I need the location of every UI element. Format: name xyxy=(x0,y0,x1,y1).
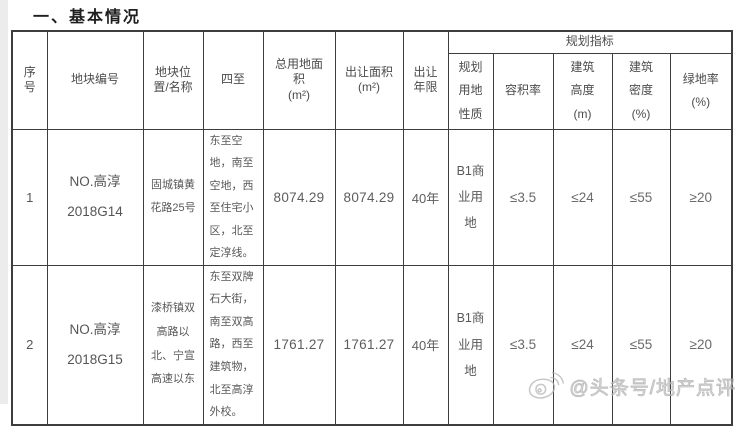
land-parcel-table: 序 号 地块编号 地块位 置/名称 四至 总用地面 积 (m²) 出让面积 (m… xyxy=(11,30,733,426)
col-header-boundaries: 四至 xyxy=(202,30,264,130)
cell-parcel-code: NO.高淳2018G15 xyxy=(46,264,144,426)
cell-term: 40年 xyxy=(402,128,449,266)
col-header-land-use: 规划 用地 性质 xyxy=(447,52,494,130)
cell-serial: 2 xyxy=(11,264,48,426)
section-title: 一、基本情况 xyxy=(33,9,142,26)
cell-boundaries: 东至双牌石大街，南至双高路，西至建筑物，北至高淳外校。 xyxy=(202,264,264,426)
cell-building-density: ≤55 xyxy=(611,128,671,266)
cell-building-height: ≤24 xyxy=(552,264,613,426)
col-header-green-ratio: 绿地率 (%) xyxy=(669,52,733,130)
col-header-location: 地块位 置/名称 xyxy=(142,30,204,130)
col-header-parcel-code: 地块编号 xyxy=(46,30,144,130)
cell-term: 40年 xyxy=(402,264,449,426)
col-header-building-density: 建筑 密度 (%) xyxy=(611,52,671,130)
col-header-total-area: 总用地面 积 (m²) xyxy=(262,30,336,130)
col-header-term: 出让 年限 xyxy=(402,30,449,130)
cell-parcel-code: NO.高淳2018G14 xyxy=(46,128,144,266)
col-header-transfer-area: 出让面积 (m²) xyxy=(334,30,404,130)
cell-building-height: ≤24 xyxy=(552,128,613,266)
cell-total-area: 1761.27 xyxy=(262,264,336,426)
cell-transfer-area: 8074.29 xyxy=(334,128,404,266)
cell-building-density: ≤55 xyxy=(611,264,671,426)
cell-green-ratio: ≥20 xyxy=(669,264,733,426)
col-header-serial: 序 号 xyxy=(11,30,48,130)
cell-location: 固城镇黄花路25号 xyxy=(142,128,204,266)
cell-plot-ratio: ≤3.5 xyxy=(492,264,554,426)
cell-plot-ratio: ≤3.5 xyxy=(492,128,554,266)
cell-location: 漆桥镇双高路以北、宁宣高速以东 xyxy=(142,264,204,426)
cell-land-use: B1商业用地 xyxy=(447,128,494,266)
page-edge-strip xyxy=(0,0,8,404)
col-header-planning-indicators: 规划指标 xyxy=(447,30,733,54)
table-row: 1 NO.高淳2018G14 固城镇黄花路25号 东至空地，南至空地，西至住宅小… xyxy=(11,128,733,266)
cell-total-area: 8074.29 xyxy=(262,128,336,266)
header-row-top: 序 号 地块编号 地块位 置/名称 四至 总用地面 积 (m²) 出让面积 (m… xyxy=(11,30,733,130)
cell-land-use: B1商业用地 xyxy=(447,264,494,426)
header-row-sub: 规划 用地 性质 容积率 建筑 高度 (m) 建筑 密度 (%) 绿地率 (%) xyxy=(12,52,733,130)
col-header-building-height: 建筑 高度 (m) xyxy=(552,52,613,130)
cell-transfer-area: 1761.27 xyxy=(334,264,404,426)
table-row: 2 NO.高淳2018G15 漆桥镇双高路以北、宁宣高速以东 东至双牌石大街，南… xyxy=(11,264,733,426)
cell-green-ratio: ≥20 xyxy=(669,128,733,266)
cell-boundaries: 东至空地，南至空地，西至住宅小区，北至定淳线。 xyxy=(202,128,264,266)
cell-serial: 1 xyxy=(11,128,48,266)
col-header-plot-ratio: 容积率 xyxy=(492,52,554,130)
